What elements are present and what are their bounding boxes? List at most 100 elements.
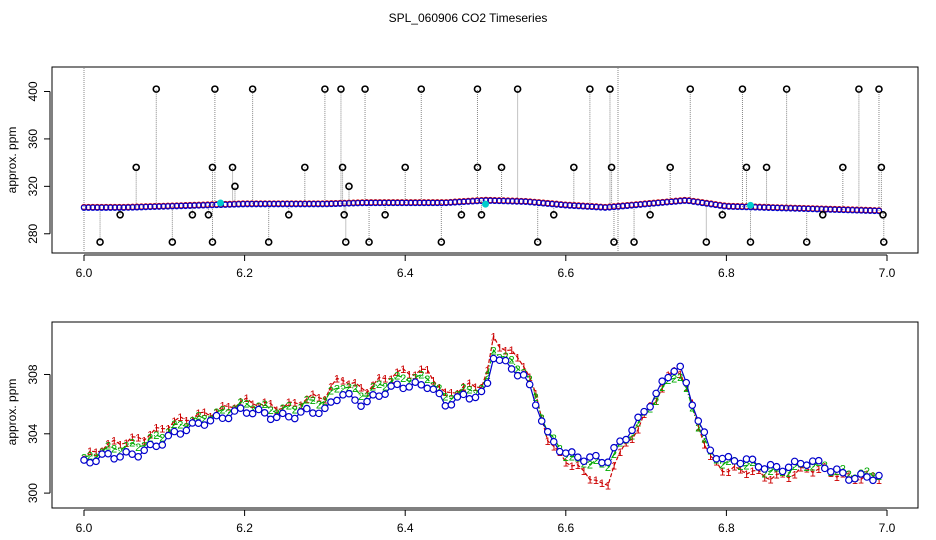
baseline-point-blue [535,199,543,207]
series-point-3 [423,384,432,393]
series-point-2: 2 [201,414,207,426]
y-tick-label: 360 [26,129,40,149]
baseline-point-blue [447,199,454,206]
baseline-point-blue [107,204,114,211]
series-point-1: 1 [171,416,177,428]
series-point-3 [778,467,787,476]
series-point-3 [875,471,883,480]
series-point-2: 2 [677,372,683,384]
baseline-point-blue [230,201,238,208]
series-point-1: 1 [749,466,755,478]
series-point-2: 2 [418,370,424,382]
baseline-point-blue [204,202,211,209]
series-point-2: 2 [864,466,870,478]
outlier-point [497,163,506,172]
series-point-2: 2 [334,383,340,395]
baseline-point-blue [425,199,432,207]
outlier-point [188,211,197,219]
baseline-point-blue [359,199,366,207]
baseline-point-blue [442,199,450,207]
series-point-3 [664,373,672,382]
series-point-3 [278,409,287,418]
baseline-point-blue [261,200,269,208]
x-tick-label: 7.0 [879,521,896,535]
series-point-3 [863,473,871,481]
baseline-point-blue [160,203,167,210]
baseline-point-blue [283,200,291,208]
series-point-1: 1 [430,376,436,388]
series-point-3 [610,443,618,452]
outlier-point [437,238,446,246]
bottom-series-group: 1 11 1 1 11 1 1 11 1 11 1 11 11 1 1 1 1 1 11 11 1 11 1 1 111 1 1 1 1… [80,331,883,492]
series-point-3 [839,468,847,477]
series-point-3 [242,409,251,417]
baseline-point-blue [495,197,503,205]
series-point-3 [531,401,540,409]
series-point-1: 1 [798,462,804,474]
bottom-x-axis: 6.0 6.2 6.4 6.6 6.8 7.0 [76,509,896,535]
series-point-2: 2 [346,382,352,394]
series-point-1: 1 [490,331,496,343]
series-point-1: 1 [340,375,346,387]
outlier-point [345,182,353,191]
series-point-2: 2 [671,373,677,385]
series-point-3 [441,402,450,410]
series-point-2: 2 [719,460,725,472]
series-point-3 [321,404,329,413]
baseline-point-blue [403,199,410,207]
baseline-point-blue [628,202,635,209]
baseline-point-blue [659,199,666,206]
baseline-point-blue [809,205,816,213]
series-point-3 [86,458,94,467]
series-point-3 [640,407,648,416]
series-point-3 [128,450,136,458]
series-point-3 [543,427,552,436]
series-point-1: 1 [695,421,701,433]
series-point-3 [236,404,245,412]
series-point-3 [429,385,438,394]
outlier-point [855,85,863,93]
baseline-point-blue [279,200,286,208]
baseline-point-blue [522,198,529,205]
series-point-1: 1 [183,416,189,428]
series-point-3 [676,362,685,371]
series-point-2: 2 [177,420,183,432]
baseline-point-blue [822,206,830,213]
series-point-3 [297,408,305,416]
baseline-point-blue [513,198,521,205]
outlier-point [152,85,161,93]
baseline-point-blue [677,197,684,205]
baseline-point-blue [548,200,556,208]
outlier-point [818,211,827,219]
outlier-point [549,211,558,219]
baseline-point-blue [323,200,331,208]
baseline-point-blue [332,200,339,208]
series-point-1: 1 [418,364,424,376]
outlier-point [702,238,711,246]
series-point-3 [561,449,570,457]
series-point-3 [802,461,811,470]
baseline-point-blue [791,205,799,212]
series-point-1: 1 [177,412,183,424]
x-tick-label: 7.0 [879,266,896,280]
series-point-1: 1 [533,388,539,400]
series-point-3 [628,426,636,435]
baseline-point-blue [345,200,353,207]
series-point-1: 1 [310,389,316,401]
baseline-point-blue [716,202,724,209]
series-point-1: 1 [707,451,713,463]
outlier-point [746,238,755,246]
baseline-point-blue [257,200,264,208]
series-point-1: 1 [768,475,774,487]
outlier-point [338,163,347,172]
baseline-point-blue [226,201,233,208]
series-point-3 [339,390,347,399]
baseline-point-blue [778,204,786,212]
series-point-1: 1 [388,374,394,386]
baseline-point-blue [310,200,317,208]
outlier-point [473,163,482,172]
baseline-point-blue [416,199,423,207]
series-point-2: 2 [436,383,442,395]
chart-title: SPL_060906 CO2 Timeseries [389,11,548,25]
series-point-3 [345,389,353,398]
